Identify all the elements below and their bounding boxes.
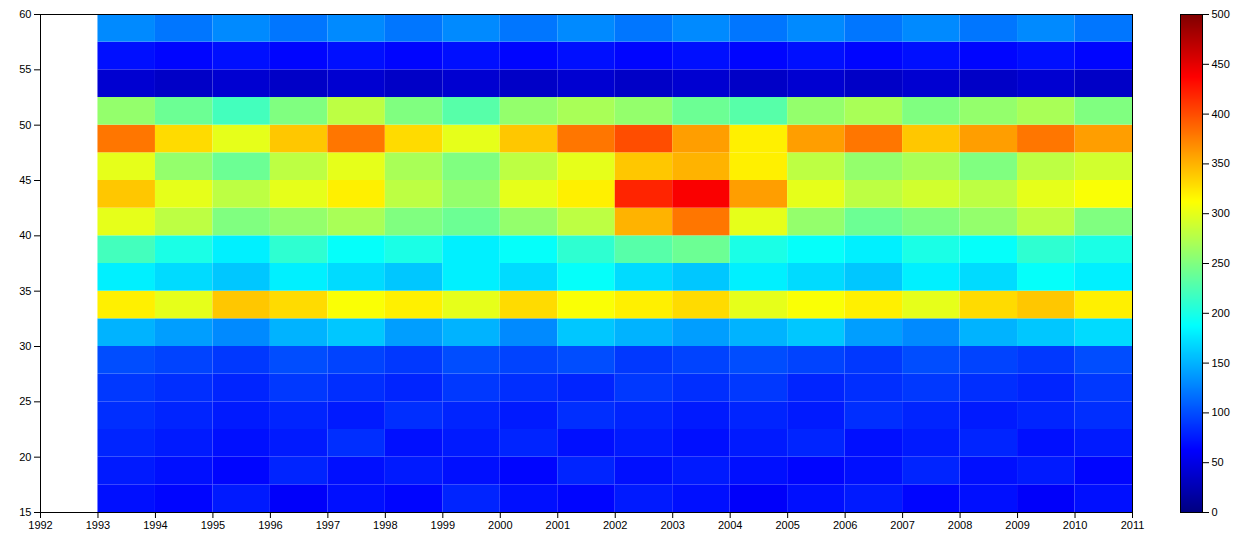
svg-text:1996: 1996 — [258, 519, 282, 531]
svg-text:50: 50 — [1212, 456, 1224, 468]
svg-text:2009: 2009 — [1005, 519, 1029, 531]
svg-text:350: 350 — [1212, 157, 1230, 169]
svg-text:2008: 2008 — [948, 519, 972, 531]
svg-text:2000: 2000 — [488, 519, 512, 531]
svg-text:60: 60 — [19, 8, 31, 20]
svg-text:1998: 1998 — [373, 519, 397, 531]
svg-text:1992: 1992 — [28, 519, 52, 531]
svg-text:15: 15 — [19, 506, 31, 518]
svg-text:250: 250 — [1212, 257, 1230, 269]
svg-text:500: 500 — [1212, 8, 1230, 20]
svg-text:35: 35 — [19, 285, 31, 297]
svg-text:40: 40 — [19, 229, 31, 241]
svg-text:100: 100 — [1212, 406, 1230, 418]
svg-text:1999: 1999 — [431, 519, 455, 531]
svg-text:2006: 2006 — [833, 519, 857, 531]
svg-text:400: 400 — [1212, 108, 1230, 120]
svg-text:1995: 1995 — [201, 519, 225, 531]
svg-text:45: 45 — [19, 174, 31, 186]
svg-text:25: 25 — [19, 395, 31, 407]
svg-text:150: 150 — [1212, 357, 1230, 369]
svg-text:55: 55 — [19, 63, 31, 75]
svg-text:2005: 2005 — [775, 519, 799, 531]
svg-text:2010: 2010 — [1063, 519, 1087, 531]
svg-text:0: 0 — [1212, 506, 1218, 518]
svg-text:30: 30 — [19, 340, 31, 352]
svg-text:200: 200 — [1212, 307, 1230, 319]
svg-text:2007: 2007 — [890, 519, 914, 531]
svg-text:2001: 2001 — [546, 519, 570, 531]
svg-text:50: 50 — [19, 119, 31, 131]
svg-text:450: 450 — [1212, 58, 1230, 70]
svg-text:1994: 1994 — [143, 519, 167, 531]
svg-text:1997: 1997 — [316, 519, 340, 531]
svg-text:2002: 2002 — [603, 519, 627, 531]
svg-text:300: 300 — [1212, 207, 1230, 219]
svg-text:1993: 1993 — [86, 519, 110, 531]
svg-text:2004: 2004 — [718, 519, 742, 531]
svg-text:2003: 2003 — [660, 519, 684, 531]
svg-text:20: 20 — [19, 451, 31, 463]
svg-text:2011: 2011 — [1121, 519, 1145, 531]
